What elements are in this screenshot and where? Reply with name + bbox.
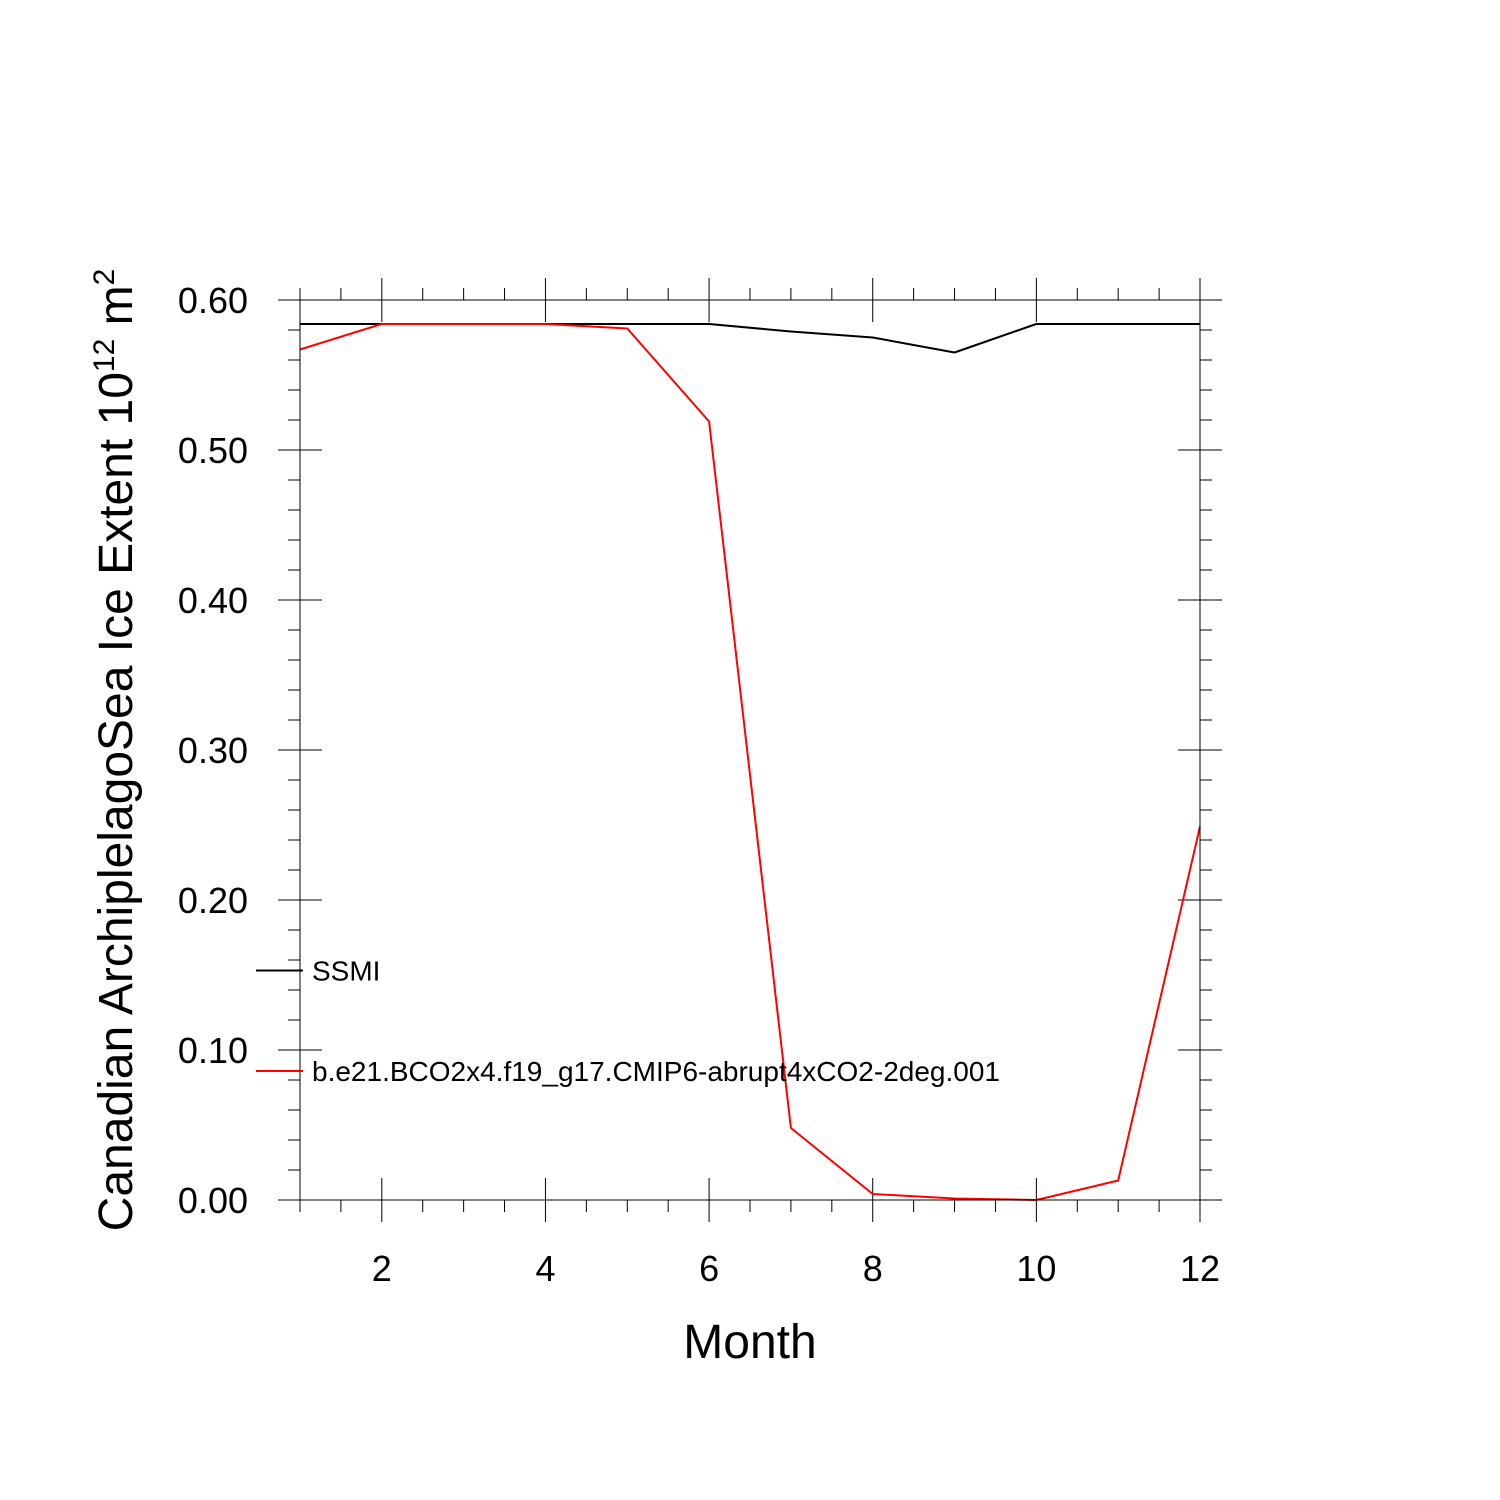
x-tick-label: 10 <box>1016 1248 1056 1289</box>
x-tick-label: 2 <box>372 1248 392 1289</box>
legend: SSMI b.e21.BCO2x4.f19_g17.CMIP6-abrupt4xC… <box>256 956 1000 1087</box>
y-axis-title-unit: m <box>90 285 143 338</box>
series-line-2 <box>299 323 1201 1201</box>
x-tick-label: 6 <box>699 1248 719 1289</box>
series-lines <box>299 323 1201 1201</box>
x-tick-label: 12 <box>1180 1248 1220 1289</box>
x-tick-labels: 2 4 6 8 10 12 <box>372 1248 1220 1289</box>
series-line-1 <box>300 323 1200 354</box>
legend-label-1: SSMI <box>312 956 380 987</box>
y-axis-title-main: Canadian ArchiplelagoSea Ice Extent 10 <box>90 372 143 1231</box>
y-tick-label: 0.30 <box>178 730 248 771</box>
plot-frame <box>299 299 1201 1201</box>
minor-ticks <box>288 288 1212 1212</box>
y-tick-label: 0.00 <box>178 1180 248 1221</box>
y-tick-label: 0.40 <box>178 580 248 621</box>
y-axis-title-exponent: 12 <box>88 339 121 372</box>
y-tick-label: 0.10 <box>178 1030 248 1071</box>
y-axis-title: Canadian ArchiplelagoSea Ice Extent 1012… <box>88 269 143 1232</box>
x-axis-title: Month <box>683 1316 816 1369</box>
x-tick-label: 8 <box>863 1248 883 1289</box>
legend-label-2: b.e21.BCO2x4.f19_g17.CMIP6-abrupt4xCO2-2… <box>312 1056 1000 1087</box>
y-tick-labels: 0.00 0.10 0.20 0.30 0.40 0.50 0.60 <box>178 280 248 1221</box>
y-tick-label: 0.60 <box>178 280 248 321</box>
y-tick-label: 0.50 <box>178 430 248 471</box>
x-tick-label: 4 <box>535 1248 555 1289</box>
y-tick-label: 0.20 <box>178 880 248 921</box>
y-axis-title-unit-exponent: 2 <box>88 269 121 286</box>
